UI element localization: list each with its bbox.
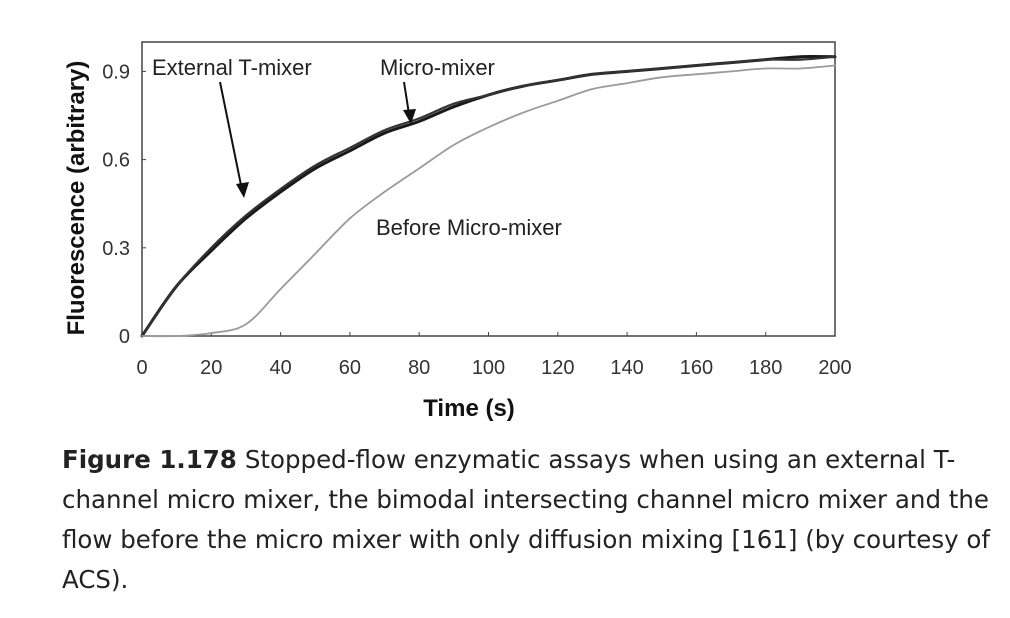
y-axis-title: Fluorescence (arbitrary)	[63, 61, 90, 336]
figure-caption: Figure 1.178 Stopped-flow enzymatic assay…	[62, 440, 997, 600]
annotation-external-t-mixer: External T-mixer	[152, 55, 312, 80]
x-tick-label: 120	[541, 357, 574, 379]
annotation-micro-mixer: Micro-mixer	[380, 55, 495, 80]
x-tick-label: 0	[136, 357, 147, 379]
x-tick-label: 180	[749, 357, 782, 379]
y-tick-label: 0	[119, 326, 130, 348]
x-tick-label: 200	[818, 357, 851, 379]
x-axis-title: Time (s)	[423, 395, 515, 422]
chart: 0 20 40 60 80 100 120 140 160 180 200 0 0.3 0.6 0.9 T…	[63, 41, 852, 422]
figure-label: Figure 1.178	[62, 445, 237, 474]
y-tick-label: 0.6	[102, 150, 130, 172]
x-tick-label: 140	[610, 357, 643, 379]
x-axis: 0 20 40 60 80 100 120 140 160 180 200	[136, 332, 852, 379]
arrow-micro-mixer	[403, 81, 410, 115]
y-axis: 0 0.3 0.6 0.9	[102, 61, 146, 348]
series-line-external-t-mixer	[140, 54, 837, 338]
arrowhead-external-t-mixer-icon	[236, 182, 249, 198]
y-tick-label: 0.9	[102, 61, 130, 83]
arrowhead-micro-mixer-icon	[403, 109, 416, 124]
x-tick-label: 20	[200, 357, 222, 379]
series-line-micro-mixer	[140, 55, 837, 338]
x-tick-label: 80	[408, 357, 430, 379]
y-tick-label: 0.3	[102, 238, 130, 260]
annotation-before-micro-mixer: Before Micro-mixer	[376, 215, 562, 240]
x-tick-label: 60	[339, 357, 361, 379]
series-layer	[140, 54, 837, 338]
x-tick-label: 160	[680, 357, 713, 379]
arrow-external-t-mixer	[219, 81, 243, 191]
x-tick-label: 100	[472, 357, 505, 379]
series-line-before-micro-mixer	[141, 64, 836, 338]
caption-text: Stopped-flow enzymatic assays when using…	[62, 445, 991, 594]
x-tick-label: 40	[269, 357, 291, 379]
